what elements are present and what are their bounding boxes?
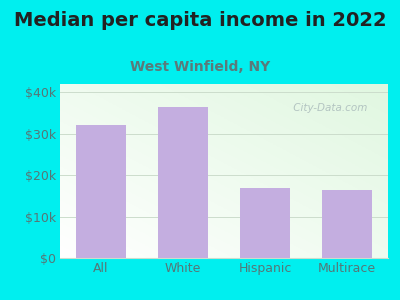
- Bar: [322, 190, 372, 258]
- Bar: [158, 107, 208, 258]
- Bar: [76, 125, 126, 258]
- Text: West Winfield, NY: West Winfield, NY: [130, 60, 270, 74]
- Bar: [240, 188, 290, 258]
- Text: Median per capita income in 2022: Median per capita income in 2022: [14, 11, 386, 29]
- Text: City-Data.com: City-Data.com: [290, 103, 367, 113]
